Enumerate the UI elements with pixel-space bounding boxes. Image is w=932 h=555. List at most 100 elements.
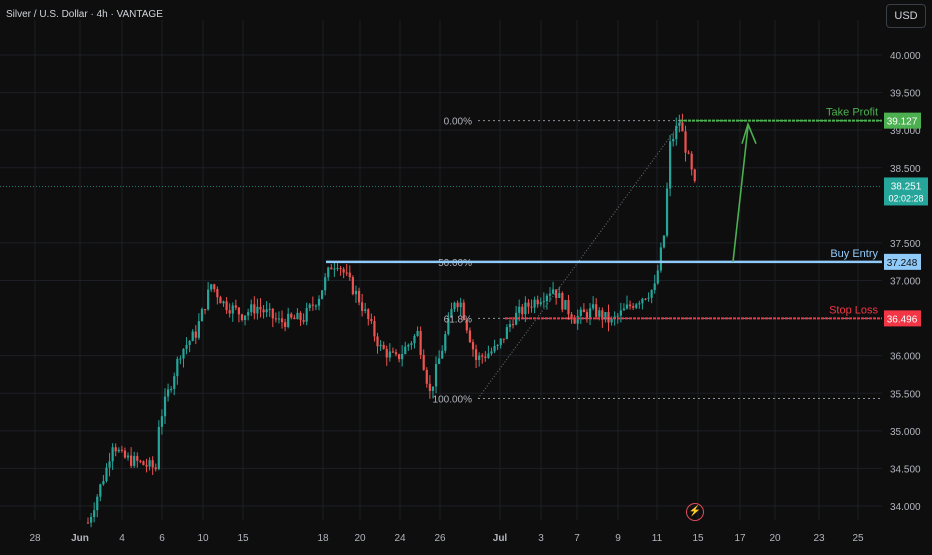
candle-body [327, 267, 330, 278]
candle-body [305, 308, 308, 322]
candle-body [533, 299, 536, 308]
candle-body [401, 353, 404, 360]
fib-level-label: 100.00% [433, 395, 473, 406]
candle-body [607, 311, 610, 323]
time-tick-label: 20 [354, 533, 366, 544]
candle-body [511, 324, 515, 326]
time-tick-label: 25 [852, 533, 864, 544]
candle-body [108, 461, 111, 468]
candle-body [253, 304, 256, 314]
price-tick-label: 34.000 [890, 502, 921, 513]
candle-body [669, 141, 672, 189]
candle-body [302, 320, 305, 322]
candle-body [585, 312, 589, 319]
candle-body [622, 308, 626, 311]
candle-body [188, 341, 191, 345]
candle-body [262, 309, 265, 313]
candle-body [425, 369, 428, 384]
candle-body [339, 268, 342, 270]
time-tick-label: Jul [493, 533, 508, 544]
candle-body [364, 309, 367, 311]
candle-body [139, 460, 142, 462]
candle-body [391, 351, 395, 353]
candle-body [690, 153, 693, 170]
candle-body [410, 343, 413, 345]
candle-body [280, 318, 284, 323]
candle-body [99, 484, 102, 497]
candle-body [207, 289, 210, 310]
level-label: Buy Entry [830, 248, 878, 260]
candle-body [478, 355, 481, 360]
current-price-tag [884, 177, 928, 206]
time-tick-label: 4 [119, 533, 125, 544]
price-tick-label: 37.000 [890, 277, 921, 288]
time-tick-label: 17 [734, 533, 746, 544]
price-tick-label: 38.500 [890, 164, 921, 175]
candle-body [274, 318, 277, 320]
candle-body [545, 295, 549, 302]
countdown-value: 02:02:28 [888, 193, 923, 203]
candle-body [601, 310, 604, 320]
candle-body [653, 283, 656, 291]
candle-body [564, 300, 567, 310]
candle-body [490, 351, 493, 354]
price-tick-label: 34.500 [890, 464, 921, 475]
candle-body [133, 456, 136, 466]
candle-body [373, 320, 376, 337]
time-tick-label: 26 [434, 533, 446, 544]
candle-body [548, 293, 552, 296]
candle-body [595, 304, 598, 317]
candle-body [462, 302, 465, 320]
candle-body [277, 318, 281, 320]
candle-body [237, 307, 241, 315]
time-tick-label: 9 [615, 533, 621, 544]
candle-body [493, 345, 496, 352]
grid [0, 20, 882, 520]
fib-level-label: 61.8% [444, 314, 472, 325]
candle-body [397, 354, 401, 360]
candle-body [632, 306, 635, 308]
candle-body [234, 305, 237, 308]
candle-body [499, 338, 502, 346]
candle-body [151, 460, 154, 468]
time-tick-label: 20 [769, 533, 781, 544]
candle-body [117, 449, 120, 452]
candle-body [518, 306, 521, 313]
replay-icon[interactable]: ⚡ [686, 503, 704, 521]
candle-body [228, 310, 231, 314]
time-tick-label: 15 [692, 533, 704, 544]
candle-body [216, 289, 219, 298]
candle-body [441, 350, 444, 359]
candle-body [536, 299, 539, 305]
candle-body [555, 289, 558, 298]
candle-body [641, 298, 644, 304]
candle-body [324, 277, 327, 291]
candle-body [86, 522, 90, 524]
candle-body [678, 122, 681, 126]
level-label: Take Profit [826, 107, 878, 119]
candle-body [213, 284, 216, 290]
candle-body [231, 305, 234, 314]
time-tick-label: 11 [652, 533, 663, 544]
candle-body [505, 327, 508, 340]
level-price-value: 39.127 [887, 117, 918, 128]
candle-body [496, 345, 499, 347]
candle-body [610, 318, 613, 323]
time-tick-label: 10 [197, 533, 209, 544]
candle-body [579, 309, 582, 316]
candle-body [388, 351, 391, 358]
candle-body [370, 319, 373, 321]
candle-body [333, 268, 336, 270]
candle-body [148, 460, 151, 467]
candle-body [619, 310, 622, 316]
currency-button[interactable]: USD [886, 4, 926, 28]
candle-body [539, 302, 542, 305]
candle-body [284, 322, 287, 327]
candle-body [114, 447, 117, 452]
candle-body [693, 169, 696, 181]
candle-body [385, 348, 388, 358]
candle-body [647, 297, 650, 299]
level-label: Stop Loss [829, 304, 878, 316]
